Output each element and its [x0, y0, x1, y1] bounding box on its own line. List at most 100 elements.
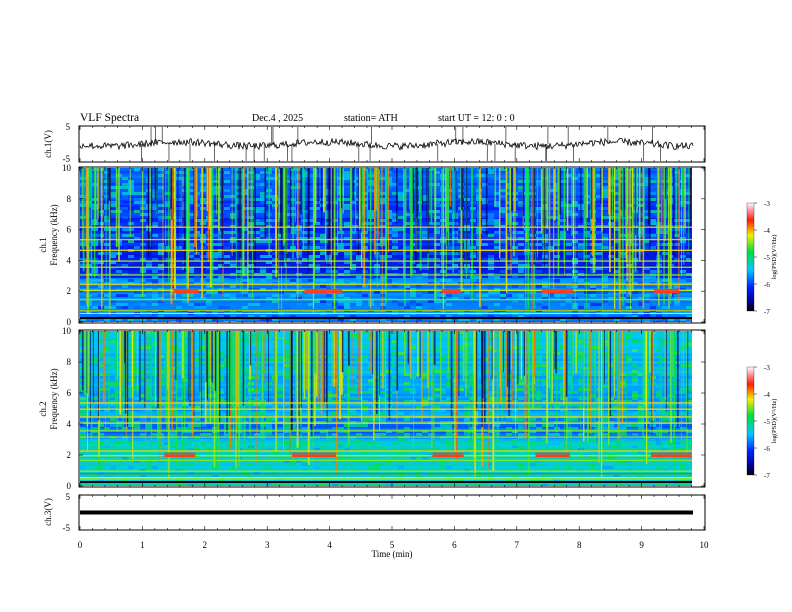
spec-cell	[116, 306, 122, 309]
spec-cell	[686, 379, 692, 382]
spec-cell	[98, 258, 104, 261]
spec-cell	[638, 409, 644, 412]
spec-cell	[500, 367, 506, 370]
spec-cell	[170, 463, 176, 466]
spec-cell	[410, 291, 416, 294]
spec-cell	[266, 255, 272, 258]
spec-row	[80, 446, 692, 449]
spec-cell	[134, 318, 140, 321]
spec-cell	[560, 346, 566, 349]
spec-cell	[500, 445, 506, 448]
spec-cell	[692, 261, 698, 264]
spec-cell	[260, 297, 266, 300]
spec-cell	[272, 466, 278, 469]
sferic-streak	[661, 331, 662, 461]
spec-cell	[254, 207, 260, 210]
spec-cell	[410, 346, 416, 349]
spec-cell	[626, 355, 632, 358]
spec-cell	[488, 222, 494, 225]
spec-cell	[698, 270, 704, 273]
spec-cell	[230, 451, 236, 454]
spec-cell	[608, 457, 614, 460]
dark-streak	[352, 168, 355, 200]
spec-cell	[422, 294, 428, 297]
spec-cell	[590, 343, 596, 346]
spec-cell	[650, 306, 656, 309]
spec-cell	[104, 349, 110, 352]
spec-cell	[686, 418, 692, 421]
spec-cell	[266, 433, 272, 436]
sferic-streak	[316, 331, 318, 397]
sferic-streak	[615, 331, 617, 374]
spec-cell	[518, 406, 524, 409]
spec-cell	[398, 451, 404, 454]
spec-cell	[320, 240, 326, 243]
spec-cell	[404, 370, 410, 373]
spec-cell	[482, 180, 488, 183]
spec-cell	[488, 337, 494, 340]
dark-streak	[156, 168, 158, 213]
dark-streak	[184, 168, 186, 272]
sferic-streak	[282, 168, 285, 246]
spec-cell	[194, 355, 200, 358]
spec-cell	[518, 424, 524, 427]
spec-cell	[608, 285, 614, 288]
spec-cell	[488, 412, 494, 415]
sferic-streak	[702, 168, 704, 242]
spec-cell	[80, 276, 86, 279]
sferic-streak	[170, 331, 172, 411]
spec-cell	[638, 315, 644, 318]
spec-cell	[176, 406, 182, 409]
spec-cell	[518, 315, 524, 318]
spec-cell	[476, 433, 482, 436]
dark-streak	[90, 331, 92, 424]
spec-cell	[182, 460, 188, 463]
spec-cell	[536, 406, 542, 409]
spec-cell	[368, 451, 374, 454]
spec-cell	[518, 180, 524, 183]
spec-cell	[98, 321, 104, 322]
spec-cell	[494, 219, 500, 222]
spec-cell	[146, 264, 152, 267]
spec-cell	[104, 331, 110, 334]
spec-cell	[194, 279, 200, 282]
spec-cell	[104, 186, 110, 189]
spec-cell	[92, 445, 98, 448]
spec-cell	[272, 294, 278, 297]
spec-cell	[524, 412, 530, 415]
spec-cell	[206, 267, 212, 270]
spec-cell	[98, 352, 104, 355]
spec-cell	[686, 297, 692, 300]
sferic-streak	[667, 168, 670, 284]
spec-cell	[140, 346, 146, 349]
spec-cell	[296, 168, 302, 171]
spec-cell	[86, 367, 92, 370]
sferic-streak	[593, 168, 596, 273]
spec-cell	[230, 213, 236, 216]
spec-cell	[314, 171, 320, 174]
spec-cell	[518, 418, 524, 421]
transmitter-segment	[535, 455, 570, 457]
spec-cell	[428, 306, 434, 309]
spec-cell	[134, 306, 140, 309]
spec-row	[80, 423, 692, 427]
spec-cell	[338, 442, 344, 445]
spec-cell	[524, 385, 530, 388]
spec-cell	[164, 451, 170, 454]
spec-cell	[290, 439, 296, 442]
spec-cell	[662, 318, 668, 321]
spec-cell	[110, 204, 116, 207]
sferic-streak	[120, 331, 123, 388]
spec-cell	[326, 475, 332, 478]
spec-cell	[416, 406, 422, 409]
spec-cell	[440, 427, 446, 430]
spec-cell	[116, 364, 122, 367]
spec-cell	[554, 279, 560, 282]
spec-cell	[680, 442, 686, 445]
spec-cell	[122, 460, 128, 463]
sferic-streak	[598, 331, 601, 467]
ch2-spec-ylabel-line2: Frequency (kHz)	[49, 368, 59, 429]
spec-cell	[602, 385, 608, 388]
spec-cell	[536, 358, 542, 361]
spec-cell	[188, 267, 194, 270]
